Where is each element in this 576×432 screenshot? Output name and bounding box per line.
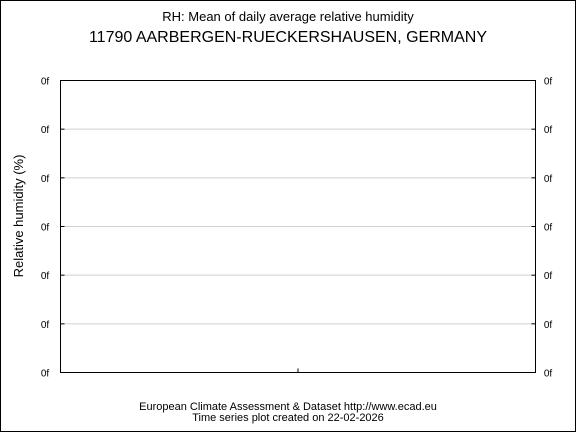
chart-title: RH: Mean of daily average relative humid… <box>162 9 414 24</box>
footer-source: European Climate Assessment & Dataset ht… <box>139 401 437 413</box>
y-tick-label-left: 0f <box>41 271 50 282</box>
y-tick-label-right: 0f <box>544 223 553 234</box>
y-tick-label-right: 0f <box>544 174 553 185</box>
grid-lines <box>60 128 536 325</box>
y-tick-label-right: 0f <box>544 125 553 136</box>
y-tick-label-right: 0f <box>544 369 553 380</box>
chart-subtitle: 11790 AARBERGEN-RUECKERSHAUSEN, GERMANY <box>89 29 487 46</box>
y-tick-label-left: 0f <box>41 174 50 185</box>
footer-created: Time series plot created on 22-02-2026 <box>192 412 384 424</box>
y-tick-label-left: 0f <box>41 369 50 380</box>
y-tick-label-left: 0f <box>41 320 50 331</box>
y-axis-title: Relative humidity (%) <box>11 155 26 278</box>
y-tick-label-left: 0f <box>41 223 50 234</box>
y-tick-label-right: 0f <box>544 320 553 331</box>
y-tick-label-right: 0f <box>544 271 553 282</box>
plot-area-frame <box>60 80 536 373</box>
axis-tick-labels: 0f 0f 0f 0f 0f 0f 0f 0f 0f 0f 0f 0f 0f 0f <box>41 77 553 380</box>
y-tick-label-right: 0f <box>544 77 553 88</box>
y-tick-label-left: 0f <box>41 125 50 136</box>
y-tick-label-left: 0f <box>41 77 50 88</box>
